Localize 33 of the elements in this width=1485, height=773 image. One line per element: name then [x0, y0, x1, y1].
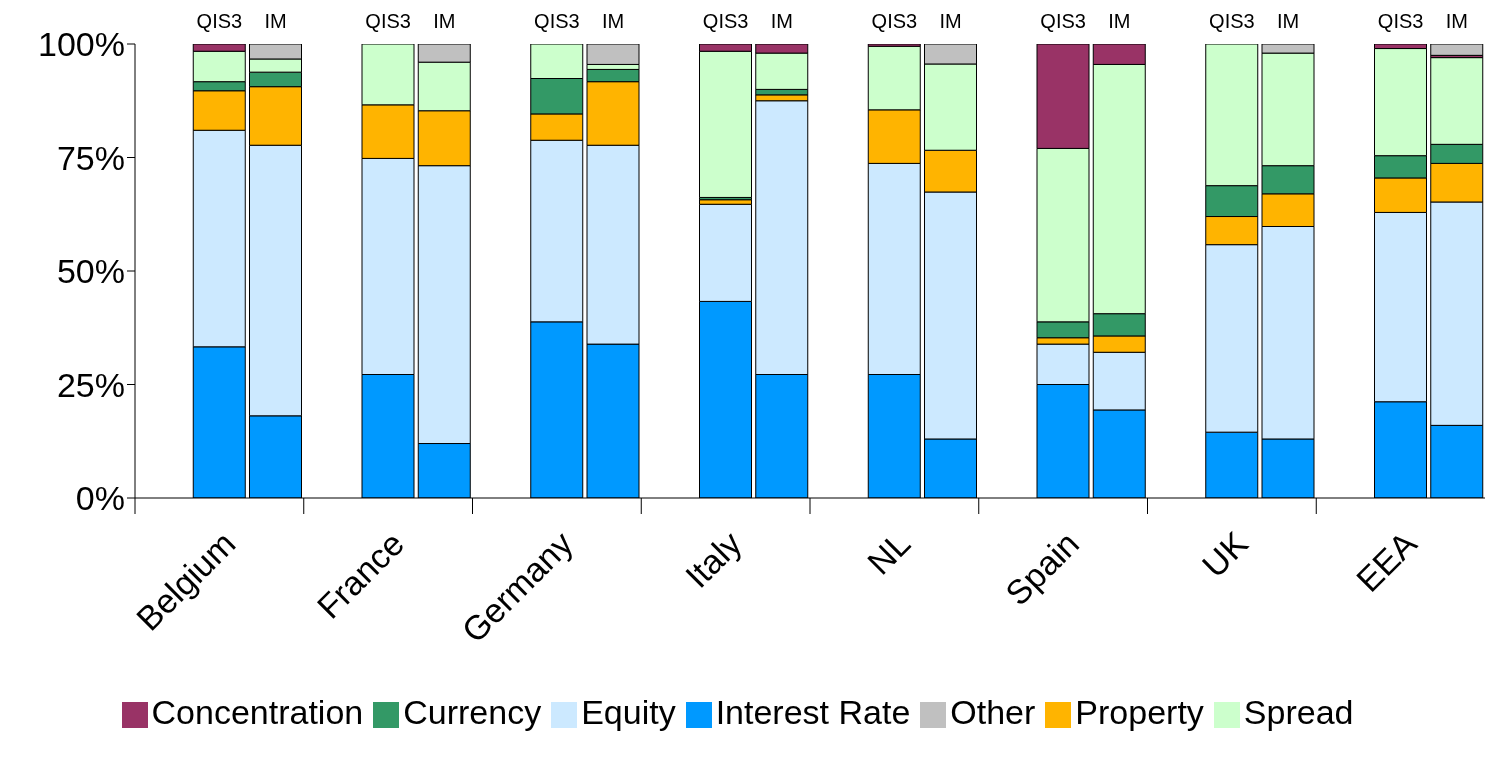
y-tick-label: 25%: [56, 365, 125, 404]
legend-label: Concentration: [151, 693, 364, 731]
y-tick-label: 100%: [38, 25, 125, 64]
x-tick-label: IM: [433, 10, 456, 32]
x-tick-label: QIS3: [365, 10, 411, 32]
text: NL: [859, 524, 918, 582]
x-tick-label: QIS3: [1040, 10, 1086, 32]
y-tick-label: 75%: [56, 138, 125, 177]
legend-label: Property: [1075, 693, 1204, 731]
x-tick-label: IM: [770, 10, 793, 32]
text: Italy: [677, 524, 749, 596]
legend-label: Equity: [581, 693, 676, 731]
y-tick-label: 50%: [56, 252, 125, 291]
x-tick-label: IM: [1445, 10, 1468, 32]
x-tick-label: IM: [602, 10, 625, 32]
text: EEA: [1348, 523, 1424, 600]
x-tick-label: QIS3: [1209, 10, 1255, 32]
x-tick-label: QIS3: [534, 10, 580, 32]
legend-label: Interest Rate: [715, 693, 911, 731]
legend-label: Spread: [1243, 693, 1354, 731]
y-tick-label: 0%: [75, 479, 125, 518]
bar: [1430, 44, 1484, 56]
x-tick-label: QIS3: [1377, 10, 1424, 32]
x-tick-label: QIS3: [702, 10, 749, 32]
x-tick-label: IM: [939, 10, 962, 32]
x-tick-label: IM: [264, 10, 287, 32]
x-tick-label: IM: [1108, 10, 1131, 32]
x-tick-label: QIS3: [871, 10, 918, 32]
x-tick-label: QIS3: [196, 10, 243, 32]
legend-label: Currency: [403, 693, 542, 731]
x-tick-label: IM: [1277, 10, 1300, 32]
legend-label: Other: [950, 693, 1036, 731]
text: UK: [1194, 523, 1256, 585]
